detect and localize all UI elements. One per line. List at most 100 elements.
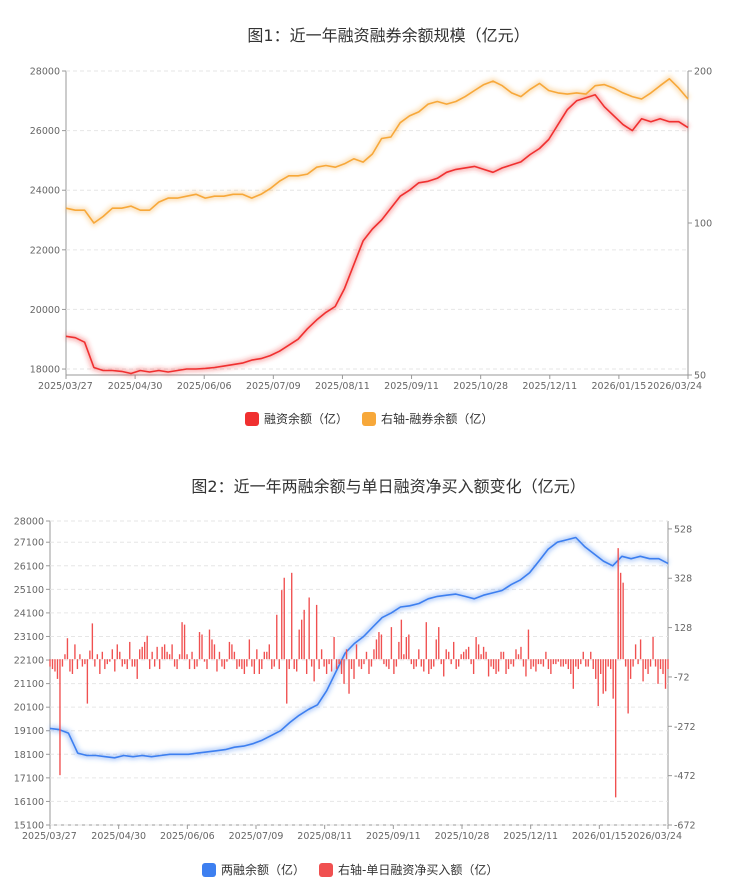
x-tick-label: 2025/08/11 [315,381,370,392]
series-line-glow [65,91,690,377]
net-buy-bar [607,659,609,667]
net-buy-bar [49,659,51,667]
net-buy-bar [353,659,355,679]
y-left-tick-label: 19100 [14,726,44,737]
net-buy-bar [455,659,457,670]
y-right-tick-label: 328 [674,574,692,585]
net-buy-bar [345,649,348,660]
net-buy-bar [213,644,216,660]
net-buy-bar [81,659,84,667]
net-buy-bar [637,659,639,665]
net-buy-bar [206,659,208,670]
legend-item-net-buy[interactable]: 右轴-单日融资净买入额（亿） [319,861,498,878]
net-buy-bar [667,659,669,670]
net-buy-bar [482,646,485,660]
net-buy-bar [634,644,637,660]
net-buy-bar [467,646,470,660]
net-buy-bar [358,659,360,667]
net-buy-bar [278,659,280,670]
legend-item-financing[interactable]: 融资余额（亿） [245,410,348,427]
net-buy-bar [403,654,405,660]
net-buy-bar [438,627,440,660]
net-buy-bar [328,659,330,665]
net-buy-bar [577,659,579,670]
net-buy-bar [291,572,293,660]
y-left-tick-label: 18100 [14,750,44,761]
net-buy-bar [56,659,59,679]
net-buy-bar [104,659,106,670]
net-buy-bar [313,659,315,682]
net-buy-bar [450,659,452,665]
net-buy-bar [218,651,221,660]
net-buy-bar [101,651,104,660]
net-buy-bar [94,659,96,667]
net-buy-bar [393,659,395,674]
net-buy-bar [433,659,435,667]
legend-item-securities-lending[interactable]: 右轴-融券余额（亿） [362,410,493,427]
net-buy-bar [96,654,99,660]
net-buy-bar [74,644,76,660]
net-buy-bar [590,651,592,660]
net-buy-bar [510,659,512,665]
net-buy-bar [263,651,265,660]
net-buy-bar [497,659,500,672]
net-buy-bar [241,659,243,670]
net-buy-bar [535,659,537,672]
net-buy-bar [266,651,268,660]
y-left-tick-label: 25100 [14,585,44,596]
net-buy-bar [256,649,258,660]
net-buy-bar [465,649,467,660]
net-buy-bar [565,659,567,665]
net-buy-bar [644,659,647,670]
net-buy-bar [492,659,495,670]
net-buy-bar [652,636,654,660]
net-buy-bar [246,659,248,667]
net-buy-bar [475,636,477,660]
net-buy-bar [619,572,622,660]
net-buy-bar [226,659,228,662]
legend-label-securities-lending: 右轴-融券余额（亿） [381,412,494,426]
net-buy-bar [495,659,497,674]
legend-item-margin-balance[interactable]: 两融余额（亿） [202,861,305,878]
net-buy-bar [557,659,560,662]
net-buy-bar [178,654,181,660]
x-tick-label: 2025/07/09 [229,831,284,842]
net-buy-bar [572,659,574,689]
net-buy-bar [343,659,345,684]
net-buy-bar [273,659,275,667]
net-buy-bar [527,629,530,660]
net-buy-bar [298,629,300,660]
securities-lending-swatch [362,411,377,426]
net-buy-bar [567,659,570,670]
y-left-tick-label: 20100 [14,703,44,714]
net-buy-bar [191,651,193,660]
net-buy-bar [325,659,328,674]
net-buy-bar [315,604,318,660]
net-buy-bar [502,651,505,660]
net-buy-bar [166,651,168,660]
net-buy-bar [193,659,196,670]
net-buy-bar [395,659,398,667]
net-buy-bar [119,651,121,660]
net-buy-bar [460,654,462,660]
net-buy-bar [490,659,492,667]
x-tick-label: 2025/08/11 [297,831,352,842]
net-buy-bar [365,651,368,660]
net-buy-bar [168,654,171,660]
net-buy-bar [560,659,562,667]
net-buy-bar [363,659,365,665]
net-buy-bar [597,659,599,707]
net-buy-bar [76,659,79,670]
y-left-tick-label: 18000 [30,365,60,376]
net-buy-bar [171,644,173,660]
net-buy-bar [54,659,56,672]
net-buy-bar [196,659,198,667]
y-left-tick-label: 23100 [14,632,44,643]
legend-label-financing: 融资余额（亿） [264,412,349,426]
x-tick-label: 2025/12/11 [503,831,558,842]
net-buy-bar [664,659,667,689]
net-buy-bar [340,659,343,674]
net-buy-bar [288,659,290,670]
net-buy-bar [129,641,131,660]
